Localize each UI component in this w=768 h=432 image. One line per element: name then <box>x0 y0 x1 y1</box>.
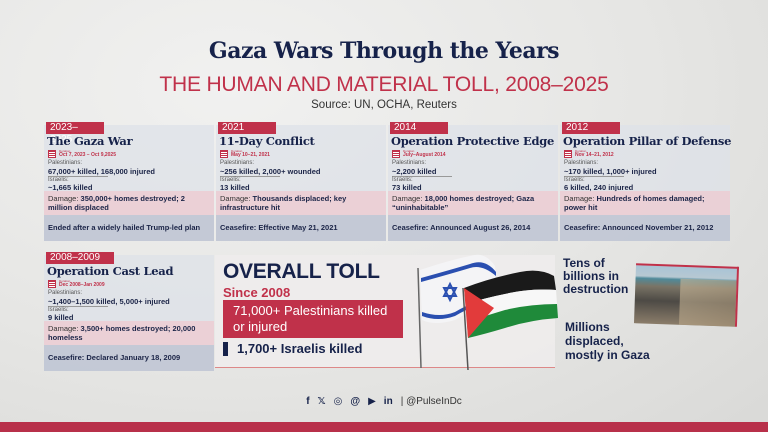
ceasefire-box: Ceasefire: Announced August 26, 2014 <box>388 215 558 241</box>
israelis-value: ~1,665 killed <box>48 183 93 192</box>
war-name: The Gaza War <box>47 134 133 148</box>
gaza-photo <box>633 263 740 327</box>
page-title: Gaza Wars Through the Years <box>208 38 560 64</box>
linkedin-icon[interactable]: in <box>383 396 393 407</box>
damage-box: Damage: Thousands displaced; key infrast… <box>216 191 386 215</box>
war-card-2012: 2012 Operation Pillar of Defense Duratio… <box>560 122 732 241</box>
palestinians-value: ~1,400–1,500 killed, 5,000+ injured <box>48 297 170 306</box>
palestinians-label: Palestinians: <box>564 160 599 166</box>
threads-icon[interactable]: @ <box>350 396 361 407</box>
war-name: 11-Day Conflict <box>219 134 315 148</box>
calendar-icon <box>48 150 56 158</box>
palestinians-label: Palestinians: <box>48 160 83 166</box>
palestinians-label: Palestinians: <box>392 160 427 166</box>
war-name: Operation Protective Edge <box>391 134 554 148</box>
damage-value: 350,000+ homes destroyed; 2 million disp… <box>48 194 185 212</box>
duration: Duration July–August 2014 <box>392 150 446 158</box>
palestinians-value: ~2,200 killed <box>392 167 437 176</box>
duration-value: Dec 2008–Jan 2009 <box>59 282 105 288</box>
calendar-icon <box>48 280 56 288</box>
israelis-value: 9 killed <box>48 313 74 322</box>
war-card-2021: 2021 11-Day Conflict Duration May 10–21, … <box>216 122 386 241</box>
damage-box: Damage: 350,000+ homes destroyed; 2 mill… <box>44 191 214 215</box>
year-badge: 2023–2025 <box>46 122 104 145</box>
war-name: Operation Pillar of Defense <box>563 134 732 148</box>
israelis-label: Israelis: <box>564 177 585 183</box>
overall-toll-panel: OVERALL TOLL Since 2008 71,000+ Palestin… <box>215 255 555 368</box>
duration-value: Nov 14–21, 2012 <box>575 152 614 158</box>
damage-box: Damage: 18,000 homes destroyed; Gaza “un… <box>388 191 558 215</box>
facebook-icon[interactable]: f <box>306 396 310 407</box>
calendar-icon <box>220 150 228 158</box>
overall-title: OVERALL TOLL <box>223 260 380 283</box>
ceasefire-box: Ceasefire: Declared January 18, 2009 <box>44 345 214 371</box>
year-badge: 2014 <box>390 122 448 134</box>
calendar-icon <box>392 150 400 158</box>
war-card-2023: 2023–2025 The Gaza War Duration Oct 7, 20… <box>44 122 214 241</box>
war-name: Operation Cast Lead <box>47 264 174 278</box>
duration-value: Oct 7, 2023 – Oct 9,2025 <box>59 152 116 158</box>
damage-value: Thousands displaced; key infrastructure … <box>220 194 347 212</box>
damage-value: 3,500+ homes destroyed; 20,000 homeless <box>48 324 196 342</box>
israelis-value: 13 killed <box>220 183 250 192</box>
side-facts: Tens of billions in destruction Millions… <box>558 252 743 368</box>
duration: Duration Oct 7, 2023 – Oct 9,2025 <box>48 150 116 158</box>
divider <box>220 176 280 177</box>
displaced-fact: Millions displaced, mostly in Gaza <box>565 320 650 362</box>
israelis-label: Israelis: <box>220 177 241 183</box>
damage-value: Hundreds of homes damaged; power hit <box>564 194 705 212</box>
divider <box>392 176 452 177</box>
damage-box: Damage: Hundreds of homes damaged; power… <box>560 191 730 215</box>
year-badge: 2012 <box>562 122 620 134</box>
youtube-icon[interactable]: ▶ <box>368 396 376 407</box>
palestinians-value: ~256 killed, 2,000+ wounded <box>220 167 321 176</box>
instagram-icon[interactable]: ◎ <box>333 396 343 407</box>
overall-since: Since 2008 <box>223 285 291 300</box>
duration-value: July–August 2014 <box>403 152 446 158</box>
divider <box>48 306 108 307</box>
duration: Duration May 10–21, 2021 <box>220 150 270 158</box>
page-subtitle: THE HUMAN AND MATERIAL TOLL, 2008–2025 <box>159 73 609 96</box>
israel-palestine-flags-icon <box>417 254 558 371</box>
israelis-value: 73 killed <box>392 183 422 192</box>
footer-bar <box>0 422 768 432</box>
divider <box>564 176 624 177</box>
damage-box: Damage: 3,500+ homes destroyed; 20,000 h… <box>44 321 214 345</box>
israelis-total-row: 1,700+ Israelis killed <box>223 341 362 356</box>
israelis-label: Israelis: <box>392 177 413 183</box>
ceasefire-box: Ended after a widely hailed Trump-led pl… <box>44 215 214 241</box>
duration: Duration Nov 14–21, 2012 <box>564 150 614 158</box>
header: Gaza Wars Through the Years THE HUMAN AN… <box>0 38 768 111</box>
palestinians-total: 71,000+ Palestinians killed or injured <box>223 300 403 338</box>
ceasefire-box: Ceasefire: Effective May 21, 2021 <box>216 215 386 241</box>
israelis-value: 6 killed, 240 injured <box>564 183 634 192</box>
damage-value: 18,000 homes destroyed; Gaza “uninhabita… <box>392 194 535 212</box>
palestinians-label: Palestinians: <box>48 290 83 296</box>
war-card-2014: 2014 Operation Protective Edge Duration J… <box>388 122 558 241</box>
palestinians-label: Palestinians: <box>220 160 255 166</box>
duration: Duration Dec 2008–Jan 2009 <box>48 280 105 288</box>
duration-value: May 10–21, 2021 <box>231 152 270 158</box>
accent-bar <box>223 341 228 356</box>
flags-illustration <box>410 248 560 373</box>
social-handle: | @PulseInDc <box>400 396 462 407</box>
calendar-icon <box>564 150 572 158</box>
source-line: Source: UN, OCHA, Reuters <box>311 99 457 111</box>
divider <box>48 176 108 177</box>
destruction-fact: Tens of billions in destruction <box>563 256 629 296</box>
palestinians-value: ~170 killed, 1,000+ injured <box>564 167 657 176</box>
x-icon[interactable]: 𝕏 <box>317 396 326 407</box>
social-bar: f 𝕏 ◎ @ ▶ in | @PulseInDc <box>0 396 768 407</box>
israelis-total: 1,700+ Israelis killed <box>237 341 363 356</box>
palestinians-value: 67,000+ killed, 168,000 injured <box>48 167 155 176</box>
war-card-2008: 2008–2009 Operation Cast Lead Duration De… <box>44 252 214 371</box>
ceasefire-box: Ceasefire: Announced November 21, 2012 <box>560 215 730 241</box>
israelis-label: Israelis: <box>48 307 69 313</box>
israelis-label: Israelis: <box>48 177 69 183</box>
year-badge: 2021 <box>218 122 276 134</box>
year-badge: 2008–2009 <box>46 252 114 264</box>
